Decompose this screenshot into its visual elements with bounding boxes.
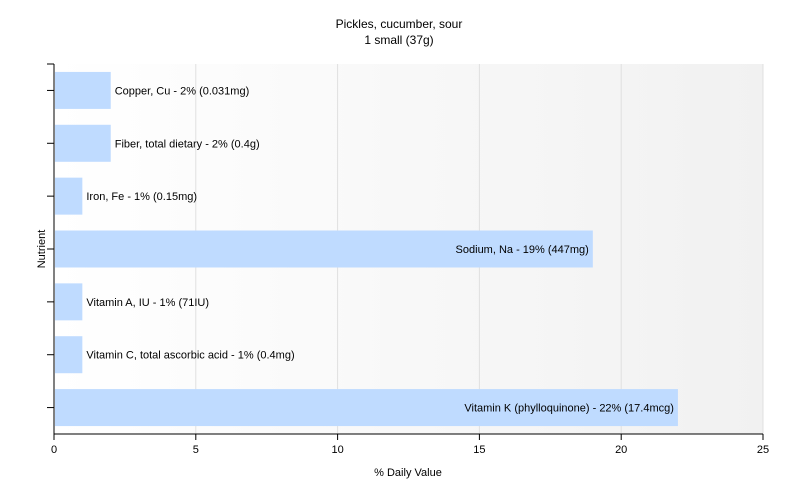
bar-vitamin-k-phylloquinone [55,389,678,427]
x-tick-label: 20 [615,444,627,456]
bar-label: Copper, Cu - 2% (0.031mg) [115,85,250,97]
bar-copper-cu [55,71,111,109]
bar-sodium-na [55,230,593,268]
bar-label: Iron, Fe - 1% (0.15mg) [86,191,197,203]
bar-label: Vitamin K (phylloquinone) - 22% (17.4mcg… [464,403,674,415]
chart-title: Pickles, cucumber, sour [336,17,463,31]
x-tick-label: 0 [51,444,57,456]
y-axis-label: Nutrient [36,230,48,269]
axes: 0 5 10 15 20 25 [47,63,769,456]
bar-vitamin-c-total-ascorbic-acid [55,336,83,374]
x-tick-label: 5 [193,444,199,456]
x-tick-label: 10 [331,444,343,456]
bar-label: Vitamin C, total ascorbic acid - 1% (0.4… [86,350,294,362]
x-tick-label: 15 [473,444,485,456]
bars: Copper, Cu - 2% (0.031mg) Fiber, total di… [55,71,678,427]
bar-iron-fe [55,177,83,215]
bar-fiber-total-dietary [55,124,111,162]
bar-vitamin-a-iu [55,283,83,321]
bar-label: Fiber, total dietary - 2% (0.4g) [115,138,260,150]
x-axis-label: % Daily Value [374,467,442,479]
bar-label: Sodium, Na - 19% (447mg) [456,244,589,256]
bar-label: Vitamin A, IU - 1% (71IU) [86,297,209,309]
x-tick-label: 25 [757,444,769,456]
chart-subtitle: 1 small (37g) [364,33,433,47]
